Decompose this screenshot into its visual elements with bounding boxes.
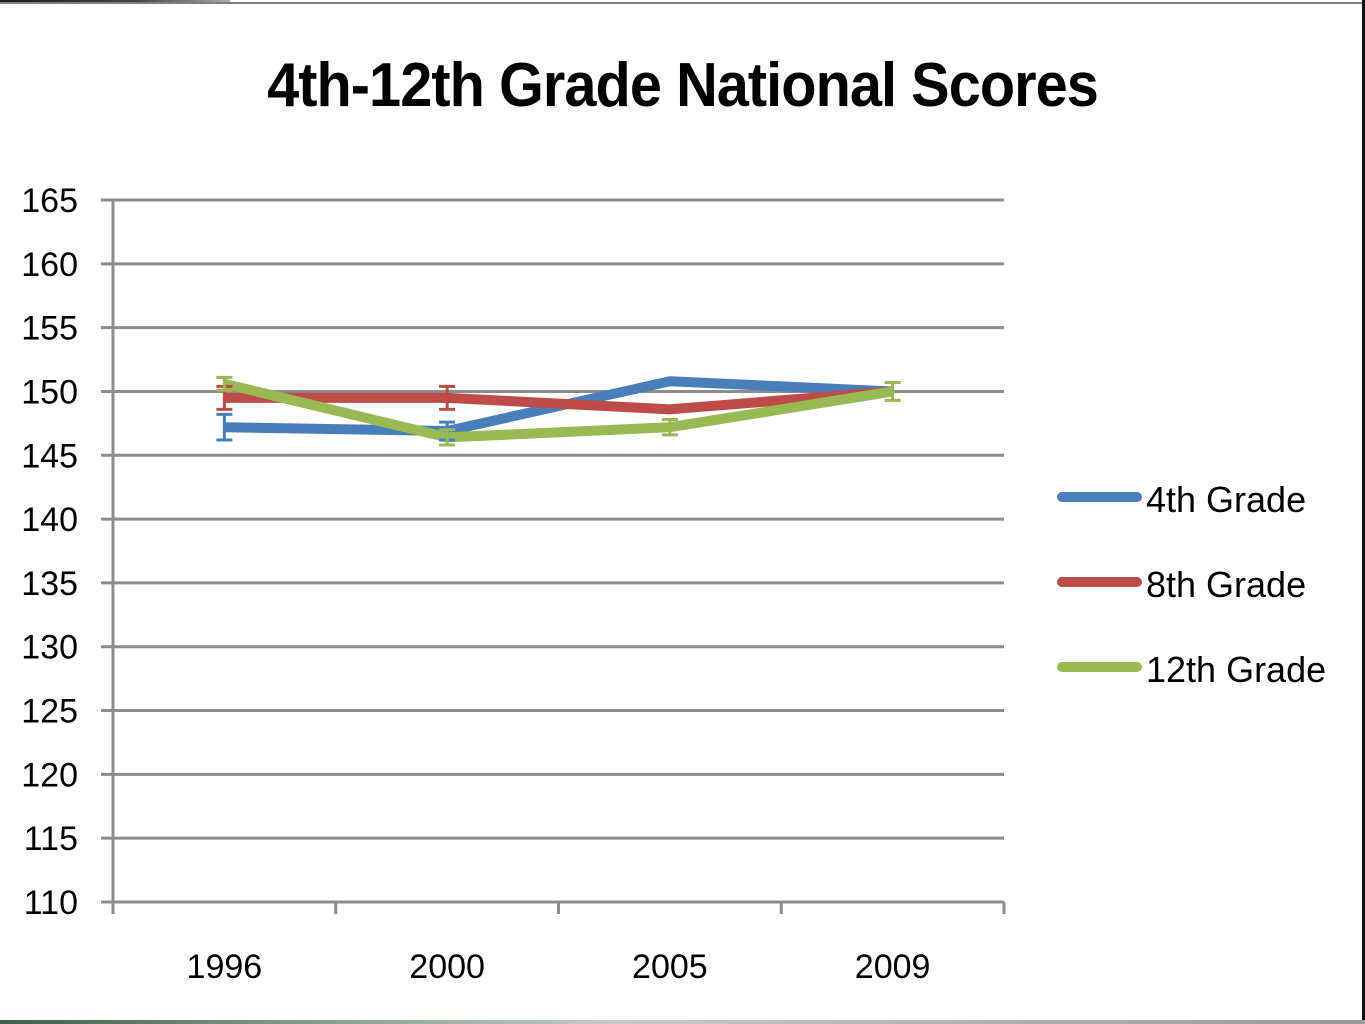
series-line-8th-grade <box>224 386 894 415</box>
error-bars <box>216 375 901 447</box>
x-tick-label: 2005 <box>632 948 708 986</box>
x-tick-label: 2009 <box>855 948 931 986</box>
series-line-12th-grade <box>223 378 894 443</box>
y-tick-label: 135 <box>21 565 78 603</box>
y-tick-label: 120 <box>21 756 78 794</box>
y-tick-label: 165 <box>21 182 78 220</box>
bottom-border <box>0 1020 1365 1024</box>
legend: 4th Grade 8th Grade 12th Grade <box>1057 479 1326 690</box>
right-border <box>1362 0 1365 1024</box>
y-tick-label: 110 <box>24 884 78 922</box>
y-tick-label: 160 <box>21 246 78 284</box>
x-tick-label: 1996 <box>187 948 263 986</box>
y-tick-labels: 165 160 155 150 145 140 135 130 125 120 115 110 <box>21 182 78 922</box>
series-lines <box>223 376 894 443</box>
y-tick-label: 145 <box>21 437 78 475</box>
x-tick-label: 2000 <box>409 948 485 986</box>
top-border <box>0 2 1365 4</box>
y-tick-label: 155 <box>21 310 78 348</box>
y-tick-label: 115 <box>24 820 78 858</box>
legend-label: 8th Grade <box>1146 564 1306 605</box>
y-tick-label: 130 <box>21 629 78 667</box>
legend-label: 12th Grade <box>1146 649 1326 690</box>
legend-label: 4th Grade <box>1146 479 1306 520</box>
y-tick-label: 150 <box>21 373 78 411</box>
y-tick-label: 140 <box>21 501 78 539</box>
axes <box>111 200 1006 914</box>
chart-title: 4th-12th Grade National Scores <box>267 51 1099 120</box>
gridlines <box>101 198 1004 904</box>
x-tick-labels: 1996 2000 2005 2009 <box>187 948 931 986</box>
y-tick-label: 125 <box>21 693 78 731</box>
top-dark-strip <box>0 0 230 3</box>
